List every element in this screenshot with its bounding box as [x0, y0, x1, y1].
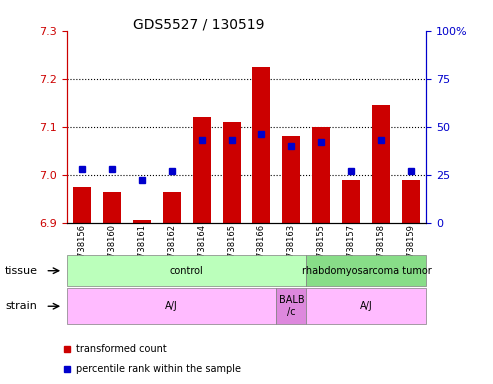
Bar	[163, 192, 180, 223]
Bar	[72, 187, 91, 223]
Text: transformed count: transformed count	[76, 344, 167, 354]
Text: rhabdomyosarcoma tumor: rhabdomyosarcoma tumor	[302, 266, 431, 276]
Text: strain: strain	[5, 301, 37, 311]
Text: tissue: tissue	[5, 266, 38, 276]
Text: A/J: A/J	[165, 301, 178, 311]
Text: GDS5527 / 130519: GDS5527 / 130519	[133, 17, 265, 31]
Text: percentile rank within the sample: percentile rank within the sample	[76, 364, 242, 374]
Bar	[192, 117, 211, 223]
Bar	[103, 192, 121, 223]
Bar	[373, 105, 390, 223]
Text: A/J: A/J	[360, 301, 373, 311]
Bar	[313, 127, 330, 223]
Text: control: control	[170, 266, 204, 276]
Bar	[252, 67, 271, 223]
Bar	[402, 179, 421, 223]
Bar	[222, 122, 241, 223]
Bar	[343, 179, 360, 223]
Bar	[282, 136, 301, 223]
Bar	[133, 220, 150, 223]
Text: BALB
/c: BALB /c	[279, 295, 304, 317]
